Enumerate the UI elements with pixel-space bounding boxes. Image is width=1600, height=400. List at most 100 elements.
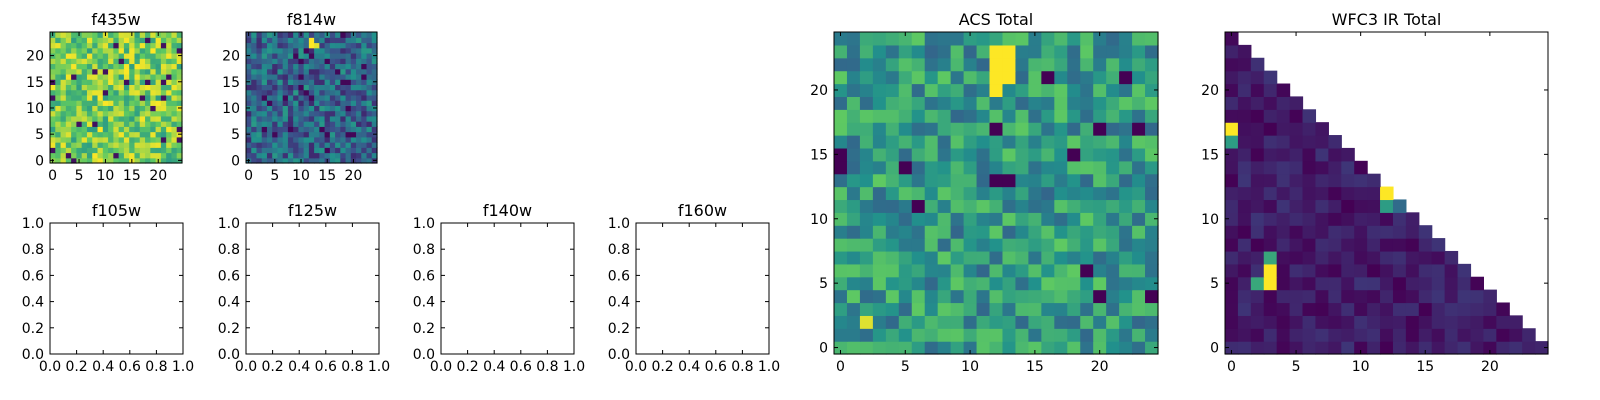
heatmap-cell [898, 186, 913, 201]
heatmap-cell [71, 147, 77, 154]
heatmap-cell [287, 84, 294, 91]
heatmap-cell [277, 100, 284, 106]
heatmap-cell [335, 126, 341, 133]
heatmap-cell [118, 142, 125, 148]
heatmap-cell [1002, 109, 1017, 123]
heatmap-cell [963, 122, 978, 136]
heatmap-cell [1080, 341, 1094, 355]
heatmap-cell [287, 115, 294, 122]
heatmap-cell [166, 84, 173, 91]
heatmap-cell [898, 160, 913, 175]
heatmap-cell [160, 110, 167, 117]
heatmap-cell [361, 47, 368, 54]
heatmap-cell [118, 121, 125, 127]
heatmap-cell [92, 142, 99, 148]
heatmap-cell [1080, 315, 1094, 329]
heatmap-cell [293, 157, 299, 164]
heatmap-cell [113, 157, 120, 164]
heatmap-cell [340, 100, 347, 106]
heatmap-cell [145, 37, 151, 44]
heatmap-cell [898, 263, 913, 278]
heatmap-cell [924, 32, 939, 46]
heatmap-cell [1444, 263, 1459, 278]
heatmap-cell [834, 147, 848, 162]
heatmap-cell [976, 147, 991, 162]
heatmap-cell [1302, 289, 1317, 304]
heatmap-cell [937, 263, 952, 278]
heatmap-cell [345, 79, 352, 85]
heatmap-cell [118, 89, 125, 96]
heatmap-cell [71, 121, 77, 127]
heatmap-cell [1106, 70, 1120, 85]
heatmap-cell [859, 276, 874, 291]
heatmap-cell [145, 73, 151, 80]
heatmap-cells-f814w [246, 32, 378, 164]
heatmap-cell [1054, 160, 1068, 175]
heatmap-cell [92, 42, 99, 49]
heatmap-cell [314, 42, 320, 49]
heatmap-cell [1225, 315, 1239, 329]
heatmap-cell [1444, 276, 1459, 291]
heatmap-cell [924, 109, 939, 123]
heatmap-cell [1302, 302, 1317, 316]
panel-title-f814w: f814w [287, 10, 336, 29]
heatmap-cell [324, 147, 331, 154]
heatmap-cell [102, 52, 109, 59]
heatmap-cell [1067, 122, 1081, 136]
heatmap-cell [1302, 122, 1317, 136]
heatmap-cell [287, 73, 294, 80]
heatmap-cell [356, 32, 362, 38]
heatmap-cell [350, 147, 357, 154]
heatmap-cell [1276, 302, 1291, 316]
y-tick-label: 0.6 [608, 268, 630, 284]
heatmap-cell [1028, 57, 1042, 72]
heatmap-cell [335, 136, 341, 143]
heatmap-cell [924, 250, 939, 265]
heatmap-cell [1054, 70, 1068, 85]
heatmap-cell [1015, 341, 1029, 355]
heatmap-cell [989, 44, 1004, 59]
heatmap-cell [976, 315, 991, 329]
heatmap-cells-acs [834, 32, 1159, 355]
y-tick-label: 10 [26, 101, 44, 117]
heatmap-cell [113, 105, 120, 112]
heatmap-cell [277, 110, 284, 117]
heatmap-cell [118, 73, 125, 80]
heatmap-cell [60, 126, 67, 133]
heatmap-cell [1145, 250, 1159, 265]
heatmap-cell [118, 126, 125, 133]
heatmap-cell [108, 147, 114, 154]
heatmap-cell [293, 110, 299, 117]
heatmap-cell [298, 79, 305, 85]
heatmap-cell [911, 135, 926, 149]
heatmap-cell [324, 152, 331, 159]
heatmap-cell [139, 32, 146, 38]
heatmap-cell [345, 42, 352, 49]
heatmap-cell [366, 42, 373, 49]
heatmap-cell [303, 115, 310, 122]
heatmap-cell [314, 100, 320, 106]
heatmap-cell [251, 105, 258, 112]
heatmap-cell [1392, 212, 1407, 226]
heatmap-cell [293, 37, 299, 44]
heatmap-cell [92, 52, 99, 59]
heatmap-cell [911, 122, 926, 136]
heatmap-cell [924, 276, 939, 291]
heatmap-cell [272, 115, 279, 122]
heatmap-cell [81, 58, 88, 65]
heatmap-cell [71, 152, 77, 159]
heatmap-cell [123, 84, 130, 91]
heatmap-cell [1054, 225, 1068, 239]
heatmap-cell [108, 121, 114, 127]
y-tick-label: 1.0 [22, 216, 44, 232]
heatmap-cell [65, 100, 72, 106]
heatmap-cell [340, 126, 347, 133]
heatmap-cell [1041, 199, 1055, 213]
heatmap-cell [113, 79, 120, 85]
heatmap-cell [166, 68, 173, 75]
x-tick-label: 5 [901, 359, 910, 375]
heatmap-cell [963, 83, 978, 97]
heatmap-cell [251, 115, 258, 122]
heatmap-cell [1132, 225, 1146, 239]
heatmap-cell [1328, 315, 1342, 329]
